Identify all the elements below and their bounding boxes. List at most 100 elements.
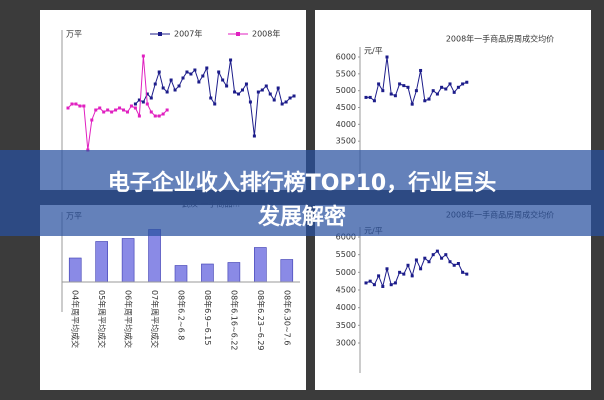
point [435, 92, 439, 96]
point [288, 96, 292, 100]
point [423, 256, 427, 260]
point [141, 100, 145, 104]
point [217, 70, 221, 74]
point [90, 118, 94, 122]
point [173, 88, 177, 92]
point [456, 262, 460, 265]
point [456, 85, 460, 89]
y-tick-label: 6000 [336, 233, 356, 242]
bar [227, 262, 241, 283]
point [185, 70, 189, 74]
point [419, 68, 423, 72]
point [406, 263, 410, 267]
point [169, 78, 173, 82]
x-tick-label: 08年6.23~6.29 [256, 290, 266, 351]
point [381, 89, 385, 93]
point [125, 110, 129, 114]
point [444, 87, 448, 91]
point [264, 84, 268, 88]
x-tick-label: 04年周平均成交 [71, 290, 81, 348]
point [74, 102, 78, 106]
point [106, 108, 110, 112]
point [465, 80, 469, 84]
point [205, 66, 209, 70]
y-tick-label: 5500 [336, 250, 356, 259]
point [440, 85, 444, 89]
point [402, 272, 406, 276]
point [149, 110, 153, 114]
point [435, 249, 439, 253]
point [177, 84, 181, 88]
point [141, 54, 145, 58]
y-tick-label: 3500 [336, 321, 356, 330]
point [94, 108, 98, 112]
point [133, 106, 137, 110]
point [66, 106, 70, 110]
bar [280, 259, 294, 283]
point [284, 100, 288, 104]
point [229, 58, 233, 62]
point [372, 99, 376, 103]
x-tick-label: 08年6.16~6.22 [229, 290, 239, 351]
point [452, 263, 456, 267]
point [268, 92, 272, 96]
point [165, 108, 169, 112]
point [398, 270, 402, 274]
point [368, 279, 372, 283]
point [145, 92, 149, 96]
point [389, 283, 393, 287]
point [389, 92, 393, 96]
point [448, 82, 452, 86]
y-tick-label: 4500 [336, 103, 356, 112]
bar [174, 265, 188, 283]
point [78, 104, 82, 108]
point [276, 86, 280, 90]
point [260, 88, 264, 92]
point [189, 72, 193, 76]
x-tick-label: 08年6.30~7.6 [282, 290, 292, 345]
y-tick-label: 5500 [336, 69, 356, 78]
point [427, 97, 431, 101]
x-tick-label: 07年周平均成交 [150, 290, 160, 348]
point [461, 270, 465, 274]
point [157, 114, 161, 118]
y-tick-label: 4500 [336, 286, 356, 295]
point [70, 102, 74, 106]
point [240, 88, 244, 92]
legend-label: 2008年 [252, 29, 280, 39]
legend-swatch [236, 32, 240, 36]
point [197, 80, 201, 84]
point [129, 104, 133, 108]
point [402, 84, 406, 88]
point [410, 102, 414, 106]
x-tick-label: 05年周平均成交 [97, 290, 107, 348]
point [133, 102, 137, 106]
point [414, 89, 418, 93]
point [82, 104, 86, 108]
point [157, 70, 161, 74]
banner-line: 电子企业收入排行榜TOP10，行业巨头 [108, 170, 496, 196]
point [377, 82, 381, 86]
point [248, 100, 252, 104]
point [381, 284, 385, 288]
y-tick-label: 5000 [336, 86, 356, 95]
point [145, 102, 149, 106]
point [406, 85, 410, 89]
bar [201, 263, 214, 283]
point [398, 82, 402, 86]
point [110, 110, 114, 114]
point [114, 108, 118, 112]
point [201, 74, 205, 78]
point [448, 260, 452, 264]
point [256, 90, 260, 94]
point [137, 114, 141, 118]
y-tick-label: 3500 [336, 137, 356, 146]
point [165, 90, 169, 94]
point [427, 260, 431, 264]
y-tick-label: 4000 [336, 120, 356, 129]
legend-label: 2007年 [174, 29, 202, 39]
point [372, 283, 376, 287]
point [233, 90, 237, 94]
